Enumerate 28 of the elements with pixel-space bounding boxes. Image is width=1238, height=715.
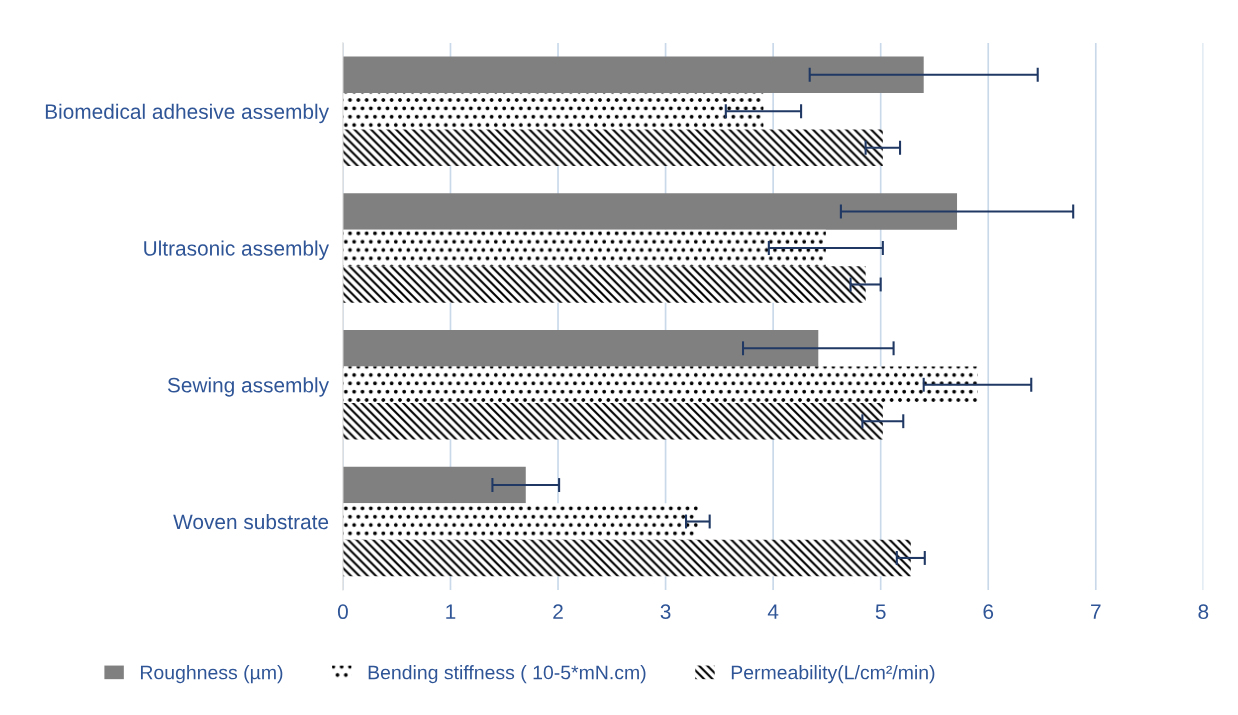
y-tick-label: Biomedical adhesive assembly: [45, 103, 330, 124]
bar: [342, 366, 978, 403]
x-tick-label: 6: [983, 604, 994, 620]
bar: [342, 129, 883, 166]
y-tick-label: Sewing assembly: [167, 377, 329, 397]
bar: [342, 503, 698, 540]
x-tick-label: 7: [1091, 604, 1101, 619]
bar: [342, 330, 819, 367]
x-tick-label: 5: [875, 604, 886, 620]
bar: [342, 56, 924, 94]
bar: [342, 539, 911, 577]
x-tick-label: 0: [337, 604, 348, 620]
bar: [342, 466, 526, 504]
x-tick-label: 8: [1198, 604, 1209, 620]
legend-label: Bending stiffness ( 10-5*mN.cm): [368, 665, 646, 684]
x-tick-label: 2: [553, 604, 563, 619]
y-tick-label: Woven substrate: [173, 513, 329, 530]
bar: [342, 229, 826, 267]
y-tick-label: Ultrasonic assembly: [144, 240, 330, 260]
bar: [342, 93, 764, 130]
x-tick-label: 1: [446, 604, 456, 619]
x-tick-label: 3: [660, 604, 671, 620]
legend-label: Permeability(L/cm²/min): [731, 665, 935, 684]
bar: [342, 193, 958, 230]
bar: [342, 402, 883, 440]
bar: [342, 266, 866, 303]
legend-label: Roughness (µm): [140, 665, 283, 684]
x-tick-label: 4: [767, 604, 779, 619]
